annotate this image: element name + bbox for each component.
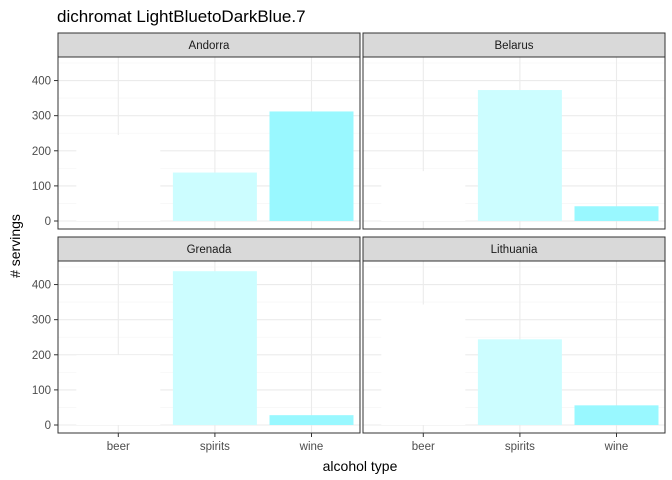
strip-label: Grenada — [187, 244, 232, 256]
panel-border — [362, 56, 666, 230]
panel-belarus: Belarus — [362, 32, 666, 230]
bar-grenada-wine — [269, 415, 354, 425]
y-axis-title: # servings — [7, 214, 23, 278]
y-tick-label: 400 — [32, 280, 51, 292]
x-tick-label: beer — [412, 441, 435, 453]
strip-background — [362, 32, 666, 58]
bar-belarus-wine — [574, 206, 659, 221]
bar-lithuania-wine — [574, 405, 659, 425]
x-tick-label: wine — [604, 441, 629, 453]
bar-andorra-spirits — [172, 172, 257, 221]
x-axis-title: alcohol type — [323, 458, 398, 474]
facet-panels: Andorra 0 100 200 300 400 Belarus Grenada 0 100 20… — [32, 32, 666, 453]
x-tick-label: beer — [107, 441, 130, 453]
x-tick-label: spirits — [505, 441, 535, 453]
strip-label: Belarus — [495, 40, 534, 52]
panel-grenada: Grenada 0 100 200 300 400 beer spirits wine — [32, 236, 361, 453]
chart-title: dichromat LightBluetoDarkBlue.7 — [57, 7, 306, 26]
bar-belarus-spirits — [477, 90, 562, 221]
bar-lithuania-beer — [381, 304, 466, 425]
panel-lithuania: Lithuania beer spirits wine — [362, 236, 666, 453]
panel-border — [57, 260, 361, 434]
y-tick-label: 0 — [45, 216, 51, 228]
y-tick-label: 100 — [32, 385, 51, 397]
y-tick-label: 100 — [32, 181, 51, 193]
bar-lithuania-spirits — [477, 339, 562, 425]
strip-label: Lithuania — [491, 244, 538, 256]
strip-background — [57, 236, 361, 262]
y-tick-label: 300 — [32, 315, 51, 327]
x-tick-label: spirits — [200, 441, 230, 453]
bar-andorra-beer — [76, 134, 161, 221]
bar-grenada-spirits — [172, 271, 257, 425]
strip-background — [362, 236, 666, 262]
y-tick-label: 200 — [32, 146, 51, 158]
y-tick-label: 300 — [32, 111, 51, 123]
strip-label: Andorra — [189, 40, 231, 52]
y-tick-label: 200 — [32, 350, 51, 362]
y-tick-label: 0 — [45, 420, 51, 432]
x-tick-label: wine — [299, 441, 324, 453]
bar-grenada-beer — [76, 355, 161, 425]
panel-border — [362, 260, 666, 434]
panel-border — [57, 56, 361, 230]
strip-background — [57, 32, 361, 58]
bar-belarus-beer — [381, 171, 466, 221]
panel-andorra: Andorra 0 100 200 300 400 — [32, 32, 361, 230]
bar-andorra-wine — [269, 111, 354, 221]
y-tick-label: 400 — [32, 76, 51, 88]
